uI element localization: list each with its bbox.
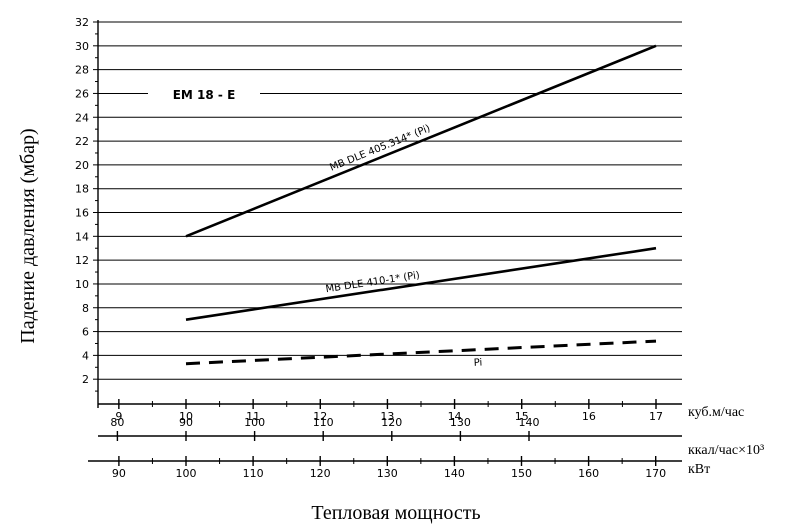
y-tick-label: 6: [82, 326, 89, 339]
x-tick-label: 130: [450, 416, 471, 429]
x-tick-label: 12: [313, 410, 327, 423]
x-axis-unit: кВт: [688, 462, 710, 477]
y-tick-label: 16: [75, 207, 89, 220]
series-line: [185, 339, 657, 366]
y-tick-label: 18: [75, 183, 89, 196]
x-axis-unit: куб.м/час: [688, 405, 744, 420]
y-tick-label: 4: [82, 349, 89, 362]
x-tick-label: 9: [115, 410, 122, 423]
y-tick-label: 24: [75, 111, 89, 124]
x-tick-label: 14: [448, 410, 462, 423]
x-tick-label: 17: [649, 410, 663, 423]
x-tick-label: 170: [645, 467, 666, 480]
grid-lines: [98, 21, 682, 380]
x-tick-label: 90: [112, 467, 126, 480]
x-tick-label: 90: [179, 416, 193, 429]
x-tick-label: 110: [313, 416, 334, 429]
y-tick-label: 26: [75, 87, 89, 100]
y-tick-label: 2: [82, 373, 89, 386]
chart-title: EM 18 - E: [173, 88, 236, 102]
y-tick-label: 28: [75, 64, 89, 77]
x-tick-label: 100: [176, 467, 197, 480]
x-axes: 9 10 11 12 13 14 15 16 17 куб.м/час 80 90 100 110 120 1…: [88, 399, 764, 480]
x-tick-label: 110: [243, 467, 264, 480]
x-tick-label: 150: [511, 467, 532, 480]
model-label-box: EM 18 - E: [148, 84, 260, 104]
x-tick-label: 10: [179, 410, 193, 423]
y-tick-label: 32: [75, 16, 89, 29]
series-label: Pi: [473, 357, 482, 368]
y-tick-label: 14: [75, 230, 89, 243]
x-tick-label: 140: [519, 416, 540, 429]
y-tick-label: 20: [75, 159, 89, 172]
x-tick-label: 120: [310, 467, 331, 480]
x-tick-label: 11: [246, 410, 260, 423]
series-line: [185, 246, 657, 321]
y-axis-title: Падение давления (мбар): [17, 128, 39, 343]
series-line: [185, 44, 657, 238]
series-label: MB DLE 405.314* (Pi): [328, 123, 432, 174]
series-label-group: Pi: [473, 357, 482, 368]
y-tick-label: 22: [75, 135, 89, 148]
y-tick-label: 30: [75, 40, 89, 53]
x-tick-label: 15: [515, 410, 529, 423]
series-label-group: MB DLE 405.314* (Pi): [328, 123, 432, 174]
y-tick-label: 10: [75, 278, 89, 291]
x-tick-label: 140: [444, 467, 465, 480]
y-tick-label: 12: [75, 254, 89, 267]
x-axis-title: Тепловая мощность: [311, 502, 480, 524]
x-tick-label: 100: [244, 416, 265, 429]
x-tick-label: 80: [110, 416, 124, 429]
y-tick-label: 8: [82, 302, 89, 315]
x-tick-label: 13: [380, 410, 394, 423]
x-axis-unit: ккал/час×10³: [688, 443, 764, 458]
x-tick-label: 120: [381, 416, 402, 429]
x-tick-label: 160: [578, 467, 599, 480]
x-tick-label: 16: [582, 410, 596, 423]
x-tick-label: 130: [377, 467, 398, 480]
